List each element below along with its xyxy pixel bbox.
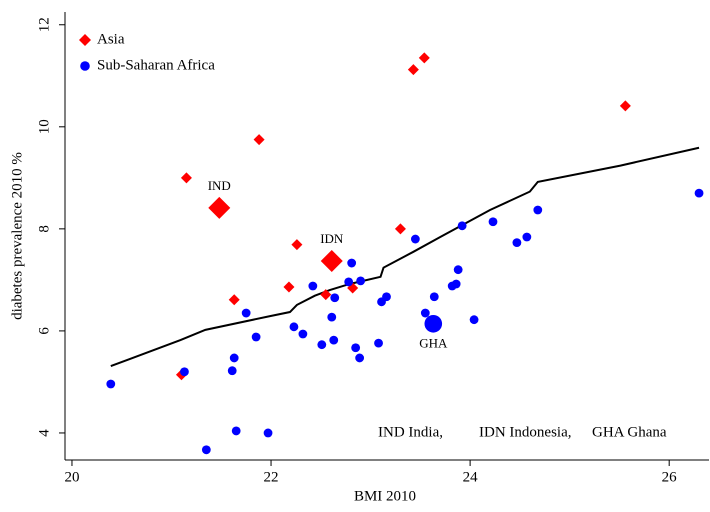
point <box>410 234 420 244</box>
point <box>418 52 430 64</box>
point <box>451 279 461 289</box>
point <box>407 64 419 76</box>
point <box>208 196 231 219</box>
point <box>330 293 340 303</box>
legend-marker <box>80 61 90 71</box>
fit-line <box>110 146 700 368</box>
point <box>351 343 361 353</box>
point <box>317 340 327 350</box>
y-tick-label: 12 <box>36 17 52 32</box>
point <box>355 353 365 363</box>
point <box>283 281 295 293</box>
point <box>320 250 343 273</box>
footnote: IDN Indonesia, <box>479 424 571 440</box>
point <box>512 238 522 248</box>
point <box>356 276 366 286</box>
annotation: GHA <box>419 336 448 351</box>
point <box>329 335 339 345</box>
footnote: GHA Ghana <box>592 424 667 440</box>
point <box>228 294 240 306</box>
point <box>469 315 479 325</box>
footnote: IND India, <box>378 424 443 440</box>
point <box>180 367 189 377</box>
point <box>241 308 251 318</box>
point <box>522 232 532 242</box>
point <box>453 265 463 275</box>
legend-marker <box>79 34 91 46</box>
point <box>298 329 308 339</box>
point <box>106 379 116 389</box>
x-tick-label: 20 <box>64 469 79 485</box>
point <box>374 338 383 348</box>
annotation: IND <box>208 178 231 193</box>
y-tick-label: 8 <box>36 225 52 233</box>
point <box>457 221 467 231</box>
point <box>488 217 498 227</box>
point <box>251 332 261 342</box>
point <box>327 312 337 322</box>
point <box>227 366 237 376</box>
point <box>347 258 357 268</box>
point <box>201 445 211 455</box>
point <box>382 292 391 302</box>
point <box>424 314 443 333</box>
point <box>344 277 354 287</box>
point <box>229 353 239 363</box>
point <box>263 428 273 438</box>
point <box>429 292 439 302</box>
x-tick-label: 24 <box>463 469 479 485</box>
y-tick-label: 10 <box>36 119 52 134</box>
legend-label: Asia <box>97 31 125 47</box>
point <box>394 223 406 235</box>
point <box>694 188 704 198</box>
point <box>289 322 299 332</box>
annotation: IDN <box>320 231 344 246</box>
y-tick-label: 4 <box>36 429 52 437</box>
x-tick-label: 26 <box>662 469 678 485</box>
point <box>253 134 265 146</box>
point <box>291 239 303 251</box>
point <box>420 308 430 318</box>
point <box>619 100 631 112</box>
point <box>231 426 241 436</box>
y-axis-label: diabetes prevalence 2010 % <box>9 152 25 320</box>
y-tick-label: 6 <box>36 327 52 335</box>
point <box>320 289 332 301</box>
point <box>180 172 192 184</box>
x-axis-label: BMI 2010 <box>354 488 416 504</box>
point <box>533 205 543 215</box>
x-tick-label: 22 <box>264 469 279 485</box>
legend-label: Sub-Saharan Africa <box>97 57 215 73</box>
point <box>308 281 318 291</box>
